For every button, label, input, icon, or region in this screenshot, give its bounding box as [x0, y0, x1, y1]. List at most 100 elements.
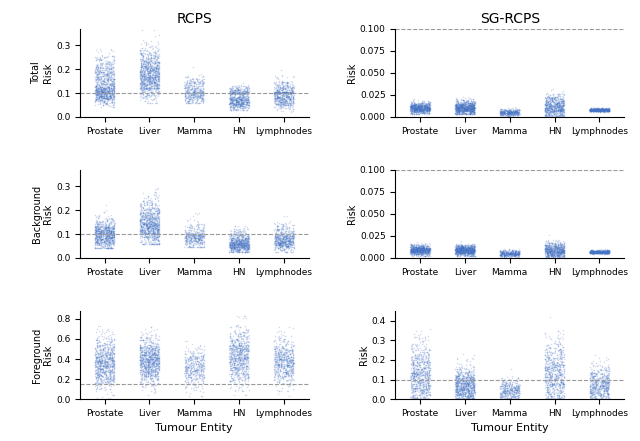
Point: [455, 100, 465, 107]
Point: [551, 389, 561, 396]
Point: [415, 108, 426, 115]
Point: [408, 102, 419, 109]
Point: [104, 66, 115, 73]
Point: [240, 244, 250, 251]
Point: [409, 386, 419, 393]
Point: [145, 78, 156, 86]
Point: [545, 376, 556, 383]
Point: [229, 90, 239, 97]
Point: [465, 392, 476, 400]
Point: [284, 367, 294, 374]
Point: [106, 228, 116, 235]
Point: [557, 99, 568, 106]
Point: [557, 103, 568, 110]
Point: [555, 250, 565, 257]
Point: [600, 247, 611, 254]
Point: [545, 244, 555, 251]
Point: [454, 249, 465, 256]
Point: [97, 230, 107, 237]
Point: [108, 89, 118, 96]
Point: [413, 248, 424, 255]
Point: [238, 106, 248, 113]
Point: [278, 82, 288, 90]
Point: [144, 342, 154, 349]
Point: [237, 236, 248, 243]
Point: [148, 232, 159, 239]
Point: [455, 384, 465, 391]
Point: [151, 225, 161, 232]
Point: [454, 391, 464, 398]
Point: [550, 243, 561, 250]
Point: [543, 374, 554, 381]
Point: [552, 100, 562, 107]
Point: [186, 238, 196, 245]
Point: [107, 98, 117, 105]
Point: [501, 381, 511, 389]
Point: [451, 110, 461, 117]
Point: [553, 357, 563, 364]
Point: [142, 378, 152, 385]
Point: [543, 254, 554, 261]
Point: [145, 217, 155, 224]
Point: [279, 233, 289, 240]
Point: [188, 87, 198, 94]
Point: [453, 247, 463, 254]
Point: [225, 99, 236, 106]
Point: [240, 373, 250, 380]
Point: [600, 106, 610, 113]
Point: [412, 393, 422, 400]
Point: [229, 354, 239, 361]
Point: [147, 358, 157, 365]
Point: [184, 84, 194, 91]
Point: [585, 107, 595, 114]
Point: [273, 343, 283, 350]
Point: [186, 368, 196, 375]
Point: [468, 111, 478, 118]
Point: [140, 213, 150, 220]
Point: [278, 353, 289, 360]
Point: [95, 229, 106, 236]
Point: [467, 111, 477, 118]
Point: [100, 237, 110, 244]
Point: [412, 246, 422, 253]
Point: [144, 344, 154, 351]
Point: [543, 107, 553, 114]
Point: [180, 233, 190, 240]
Point: [601, 366, 611, 374]
Point: [106, 228, 116, 235]
Point: [95, 75, 105, 82]
Point: [602, 394, 612, 401]
Point: [586, 369, 596, 376]
Point: [412, 253, 422, 260]
Point: [97, 88, 107, 95]
Point: [602, 386, 612, 393]
Point: [135, 349, 145, 356]
Point: [102, 232, 112, 239]
Point: [226, 239, 236, 246]
Point: [460, 251, 470, 258]
Point: [137, 363, 147, 370]
Point: [540, 102, 550, 109]
Point: [103, 230, 113, 237]
Point: [460, 382, 470, 389]
Point: [90, 224, 100, 231]
Point: [232, 228, 243, 235]
Point: [513, 391, 523, 398]
Point: [276, 95, 287, 102]
Point: [547, 365, 557, 372]
Point: [182, 98, 193, 105]
Point: [182, 80, 192, 87]
Point: [408, 106, 419, 113]
Point: [154, 229, 164, 236]
Point: [239, 348, 250, 355]
Point: [466, 381, 476, 389]
Point: [109, 93, 119, 100]
Point: [96, 362, 106, 369]
Point: [451, 249, 461, 256]
Point: [506, 251, 516, 258]
Point: [225, 243, 236, 250]
Point: [197, 234, 207, 241]
Point: [452, 247, 463, 254]
Point: [463, 247, 473, 254]
Point: [103, 244, 113, 251]
